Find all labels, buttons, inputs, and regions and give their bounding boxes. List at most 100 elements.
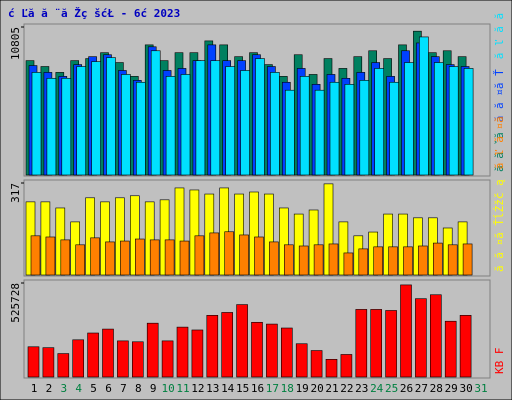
bar [27, 346, 40, 378]
x-tick-label: 26 [400, 382, 413, 395]
bar [76, 66, 86, 176]
x-tick-label: 31 [474, 382, 487, 395]
bar [249, 191, 259, 276]
x-tick-label: 29 [445, 382, 458, 395]
bar [239, 234, 249, 276]
x-tick-label: 11 [176, 382, 189, 395]
bar [61, 77, 72, 176]
bar [323, 183, 334, 276]
bar [299, 76, 310, 176]
bar [310, 350, 323, 378]
x-tick-label: 6 [105, 382, 112, 395]
bar [90, 237, 100, 276]
bar [270, 72, 280, 176]
bar [338, 221, 349, 276]
bar [415, 298, 427, 378]
bar [189, 189, 200, 276]
bar [75, 244, 85, 276]
bar [388, 246, 398, 276]
bar [174, 187, 185, 276]
bar [398, 213, 408, 276]
bar [344, 84, 355, 176]
bar [433, 62, 444, 176]
x-tick-label: 7 [120, 382, 127, 395]
bar [328, 243, 339, 276]
bar [60, 239, 71, 276]
bar [313, 244, 324, 276]
bar [374, 68, 385, 176]
bar [308, 209, 319, 276]
bar [115, 197, 125, 276]
bar [343, 252, 354, 276]
bar [269, 241, 279, 276]
legend-entry: ă ă ¤ă ŤĺŻžč ą [493, 179, 506, 272]
bar [150, 50, 161, 176]
bar [179, 240, 190, 276]
legend-entry: ă ă ¤ă Ť [493, 69, 506, 122]
x-tick-label: 15 [236, 382, 249, 395]
bar [210, 60, 221, 176]
bar [236, 304, 248, 378]
bar [293, 213, 304, 276]
bar [191, 329, 204, 378]
legend-entry: ă ľ ă ă [493, 13, 506, 59]
bar [373, 246, 384, 276]
bar [135, 238, 145, 276]
bar [298, 245, 309, 276]
x-tick-label: 8 [135, 382, 142, 395]
bar [240, 70, 250, 176]
bar [57, 353, 70, 378]
x-tick-label: 3 [60, 382, 67, 395]
bar [120, 240, 130, 276]
y-tick-label: 525728 [9, 283, 22, 323]
x-tick-label: 21 [325, 382, 338, 395]
bar [144, 201, 155, 276]
bar [295, 343, 308, 378]
bar [30, 235, 41, 276]
bar [459, 315, 472, 378]
bar [403, 246, 413, 276]
bar [130, 195, 140, 276]
bar [209, 232, 220, 276]
bar [448, 66, 459, 176]
x-tick-label: 10 [161, 382, 174, 395]
bar [278, 207, 289, 276]
bar [225, 66, 235, 176]
bar [266, 323, 278, 378]
x-tick-label: 20 [310, 382, 323, 395]
bar [400, 284, 412, 378]
y-tick-label: 10805 [9, 27, 22, 60]
bar [418, 245, 428, 276]
legend-entry: ă ľ ă ¤ă [493, 116, 506, 169]
bar [385, 310, 397, 378]
bar [329, 81, 340, 176]
bar [429, 294, 442, 378]
bar [159, 199, 170, 276]
bar [136, 81, 146, 176]
x-tick-label: 25 [385, 382, 398, 395]
bar [194, 235, 205, 276]
bar [176, 326, 189, 378]
bar [389, 81, 399, 176]
bar [31, 72, 42, 176]
bar [206, 315, 219, 378]
bar [161, 340, 174, 378]
legend-entry: KB F [493, 348, 506, 375]
bar [105, 241, 115, 276]
x-tick-label: 12 [191, 382, 204, 395]
bar [180, 74, 191, 176]
x-tick-label: 14 [221, 382, 235, 395]
bar [359, 80, 370, 176]
bar [224, 231, 234, 276]
bar [314, 89, 325, 176]
bar [72, 339, 84, 378]
bar [463, 68, 474, 176]
bar [87, 332, 99, 378]
bar [221, 312, 233, 378]
bar [254, 236, 264, 276]
bar [251, 321, 263, 378]
bar [280, 327, 293, 378]
bar [264, 193, 274, 276]
x-tick-label: 9 [150, 382, 157, 395]
